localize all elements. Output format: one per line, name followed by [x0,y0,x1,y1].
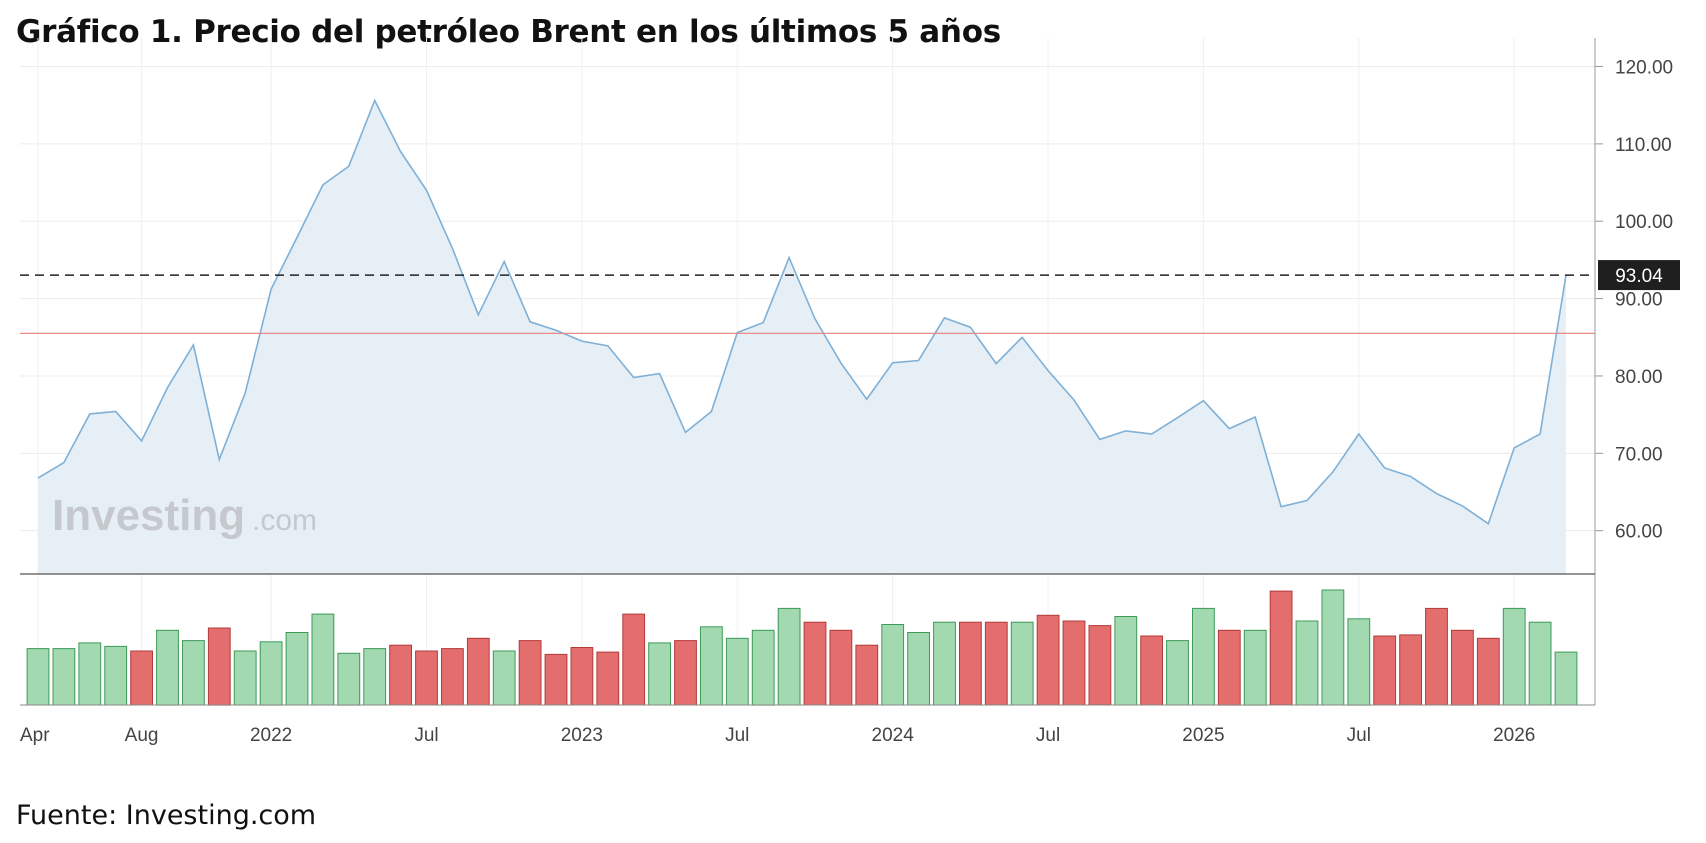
volume-bar-up [725,637,749,706]
y-tick-label: 90.00 [1615,290,1663,311]
volume-bar-up [881,624,905,706]
volume-bar-up [233,650,257,706]
volume-bar-down [674,640,697,706]
price-area-plot [20,98,1595,574]
x-tick-label: 2023 [561,725,603,746]
volume-bar-up [1321,589,1345,706]
volume-bar-down [1062,620,1086,706]
volume-bars [26,589,1578,706]
axes: 93.04 [20,38,1680,706]
volume-bar-up [1295,620,1319,706]
volume-bar-down [1269,590,1293,706]
volume-bar-down [959,621,982,706]
volume-bar-down [1217,629,1241,706]
x-tick-label: Jul [725,725,749,746]
volume-bar-down [855,644,879,706]
volume-bar-up [285,632,309,706]
volume-bar-down [1373,635,1397,706]
source-note: Fuente: Investing.com [16,800,317,831]
volume-bar-down [466,637,490,706]
volume-bar-up [700,626,723,706]
volume-bar-up [933,621,956,706]
volume-bar-down [984,621,1008,706]
y-tick-label: 120.00 [1615,58,1673,79]
volume-bar-up [363,648,387,706]
y-tick-label: 60.00 [1615,522,1663,543]
x-tick-label: 2026 [1493,725,1535,746]
volume-bar-down [1399,634,1422,706]
x-tick-label: 2022 [250,725,292,746]
volume-bar-down [1140,635,1163,706]
volume-bar-up [1347,618,1371,706]
volume-bar-up [1243,629,1267,706]
volume-bar-up [1114,616,1138,706]
x-tick-label: Jul [414,725,438,746]
x-tick-label: Jul [1347,725,1371,746]
chart-title: Gráfico 1. Precio del petróleo Brent en … [16,14,1001,50]
x-tick-label: Jul [1036,725,1060,746]
volume-bar-up [907,632,931,706]
x-tick-label: Apr [20,725,50,746]
volume-bar-down [596,651,620,706]
volume-bar-down [441,648,464,706]
volume-bar-up [259,641,283,706]
volume-bar-up [1528,621,1552,706]
y-tick-label: 80.00 [1615,367,1663,388]
volume-bar-down [622,613,646,706]
volume-bar-down [803,621,827,706]
volume-bar-up [777,607,801,706]
y-tick-label: 110.00 [1615,135,1672,156]
price-area-fill [38,100,1566,574]
volume-bar-up [26,648,50,706]
volume-bar-up [1554,651,1578,706]
x-tick-label: 2024 [872,725,915,746]
volume-bar-down [1088,625,1112,706]
volume-bar-down [415,650,438,706]
price-line [37,98,1567,525]
volume-bar-down [389,644,413,706]
volume-bar-down [1451,629,1474,706]
investing-watermark: Investing .com [52,491,317,540]
volume-bar-down [207,627,231,706]
x-tick-label: Aug [125,725,159,746]
volume-bar-down [1425,607,1448,706]
volume-bar-up [156,629,179,706]
last-price-tag [1598,260,1680,291]
watermark-suffix: .com [252,504,317,537]
axis-labels: 60.00 70.00 80.00 90.00 100.00 110.00 120.00 Ap… [20,58,1673,746]
last-price-label: 93.04 [1615,266,1663,287]
volume-bar-up [78,642,102,706]
y-tick-label: 100.00 [1615,212,1673,233]
volume-bar-down [544,653,568,706]
volume-bar-down [518,640,542,706]
volume-bar-up [648,642,672,706]
volume-bar-down [1036,614,1060,706]
volume-bar-up [751,629,775,706]
volume-bar-up [311,613,335,706]
volume-bar-up [52,648,76,706]
volume-bar-up [182,640,205,706]
y-tick-label: 70.00 [1615,444,1663,465]
volume-bar-up [1166,640,1189,706]
volume-bar-down [1476,637,1500,706]
volume-bar-up [337,652,361,706]
volume-bar-down [570,647,594,706]
watermark-brand: Investing [52,491,245,540]
volume-bar-down [130,650,153,706]
volume-bar-down [829,629,853,706]
volume-bar-up [1502,607,1526,706]
volume-bar-up [1192,607,1215,706]
volume-bar-up [1010,621,1034,706]
volume-bar-up [492,650,516,706]
x-tick-label: 2025 [1182,725,1224,746]
volume-bar-up [104,645,128,706]
